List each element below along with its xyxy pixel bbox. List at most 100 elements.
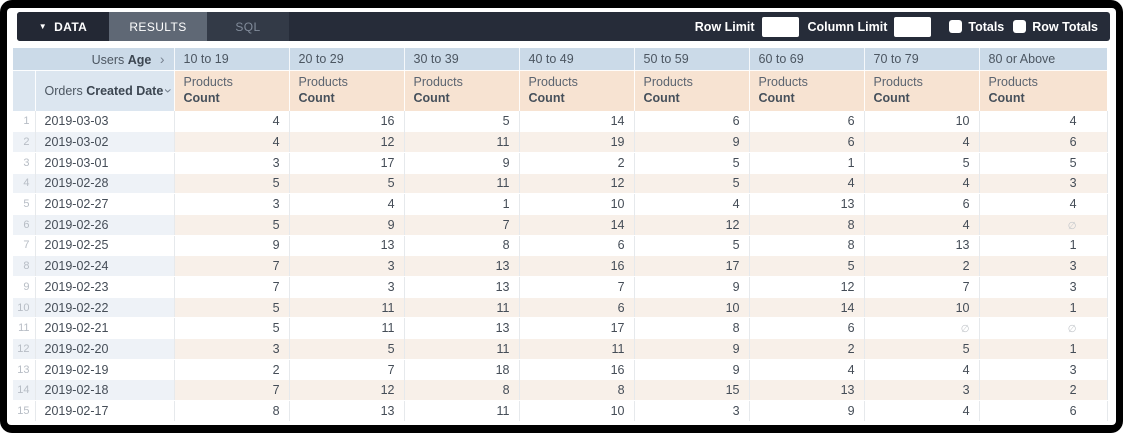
pivot-value-header[interactable]: 60 to 69	[749, 48, 865, 71]
measure-header[interactable]: Products Count	[864, 70, 980, 111]
totals-checkbox[interactable]	[949, 20, 963, 33]
measure-header[interactable]: Products Count	[174, 70, 290, 111]
measure-header[interactable]: Products Count	[749, 70, 865, 111]
value-cell[interactable]: 11	[289, 317, 405, 339]
measure-header[interactable]: Products Count	[979, 70, 1108, 111]
value-cell[interactable]: 12	[634, 213, 750, 236]
value-cell[interactable]: ∅	[979, 213, 1108, 236]
value-cell[interactable]: 6	[749, 111, 865, 132]
value-cell[interactable]: 3	[174, 152, 290, 174]
value-cell[interactable]: 9	[634, 131, 750, 153]
date-cell[interactable]: 2019-02-24	[35, 255, 175, 277]
value-cell[interactable]: 12	[289, 379, 405, 402]
value-cell[interactable]: 5	[749, 255, 865, 277]
value-cell[interactable]: 5	[864, 152, 980, 174]
value-cell[interactable]: 7	[174, 255, 290, 277]
value-cell[interactable]: 11	[289, 296, 405, 319]
value-cell[interactable]: 4	[634, 193, 750, 215]
value-cell[interactable]: 19	[519, 131, 635, 153]
date-cell[interactable]: 2019-03-02	[35, 131, 175, 153]
value-cell[interactable]: 8	[174, 400, 290, 422]
value-cell[interactable]: 13	[404, 255, 520, 277]
value-cell[interactable]: 4	[864, 172, 980, 195]
value-cell[interactable]: 9	[634, 338, 750, 360]
value-cell[interactable]: 8	[519, 379, 635, 402]
value-cell[interactable]: 3	[979, 359, 1108, 380]
value-cell[interactable]: 3	[979, 172, 1108, 195]
measure-header[interactable]: Products Count	[519, 70, 635, 111]
date-cell[interactable]: 2019-02-27	[35, 193, 175, 215]
value-cell[interactable]: 6	[864, 193, 980, 215]
value-cell[interactable]: 4	[174, 131, 290, 153]
value-cell[interactable]: 7	[174, 379, 290, 402]
value-cell[interactable]: 13	[289, 400, 405, 422]
value-cell[interactable]: 13	[749, 193, 865, 215]
value-cell[interactable]: ∅	[864, 317, 980, 339]
value-cell[interactable]: 12	[519, 172, 635, 195]
value-cell[interactable]: 11	[404, 131, 520, 153]
value-cell[interactable]: 8	[749, 235, 865, 256]
value-cell[interactable]: 2	[979, 379, 1108, 402]
value-cell[interactable]: 4	[979, 111, 1108, 132]
measure-header[interactable]: Products Count	[289, 70, 405, 111]
row-limit-input[interactable]	[761, 16, 799, 37]
value-cell[interactable]: 10	[864, 111, 980, 132]
value-cell[interactable]: 5	[174, 296, 290, 319]
value-cell[interactable]: 6	[634, 111, 750, 132]
date-cell[interactable]: 2019-02-26	[35, 213, 175, 236]
value-cell[interactable]: 11	[404, 400, 520, 422]
value-cell[interactable]: 17	[634, 255, 750, 277]
value-cell[interactable]: 6	[519, 235, 635, 256]
value-cell[interactable]: 10	[519, 400, 635, 422]
value-cell[interactable]: ∅	[979, 317, 1108, 339]
value-cell[interactable]: 9	[749, 400, 865, 422]
value-cell[interactable]: 7	[519, 276, 635, 298]
measure-header[interactable]: Products Count	[404, 70, 520, 111]
value-cell[interactable]: 5	[289, 338, 405, 360]
value-cell[interactable]: 4	[174, 111, 290, 132]
value-cell[interactable]: 3	[174, 193, 290, 215]
pivot-value-header[interactable]: 50 to 59	[634, 48, 750, 71]
tab-sql[interactable]: SQL	[207, 12, 289, 41]
tab-data[interactable]: ▼ DATA	[17, 12, 109, 41]
value-cell[interactable]: 5	[174, 317, 290, 339]
date-cell[interactable]: 2019-02-19	[35, 359, 175, 380]
value-cell[interactable]: 2	[174, 359, 290, 380]
value-cell[interactable]: 4	[749, 172, 865, 195]
date-cell[interactable]: 2019-02-22	[35, 296, 175, 319]
pivot-value-header[interactable]: 30 to 39	[404, 48, 520, 71]
value-cell[interactable]: 8	[404, 379, 520, 402]
value-cell[interactable]: 4	[979, 193, 1108, 215]
value-cell[interactable]: 7	[404, 213, 520, 236]
value-cell[interactable]: 13	[864, 235, 980, 256]
value-cell[interactable]: 11	[519, 338, 635, 360]
value-cell[interactable]: 10	[864, 296, 980, 319]
value-cell[interactable]: 3	[634, 400, 750, 422]
value-cell[interactable]: 5	[404, 111, 520, 132]
value-cell[interactable]: 5	[634, 235, 750, 256]
value-cell[interactable]: 6	[979, 131, 1108, 153]
value-cell[interactable]: 16	[519, 359, 635, 380]
date-cell[interactable]: 2019-02-23	[35, 276, 175, 298]
value-cell[interactable]: 13	[404, 317, 520, 339]
value-cell[interactable]: 5	[634, 152, 750, 174]
value-cell[interactable]: 3	[864, 379, 980, 402]
measure-header[interactable]: Products Count	[634, 70, 750, 111]
value-cell[interactable]: 5	[634, 172, 750, 195]
value-cell[interactable]: 13	[289, 235, 405, 256]
value-cell[interactable]: 10	[519, 193, 635, 215]
value-cell[interactable]: 7	[864, 276, 980, 298]
value-cell[interactable]: 8	[749, 213, 865, 236]
value-cell[interactable]: 3	[979, 276, 1108, 298]
date-cell[interactable]: 2019-03-03	[35, 111, 175, 132]
value-cell[interactable]: 4	[289, 193, 405, 215]
value-cell[interactable]: 16	[289, 111, 405, 132]
date-cell[interactable]: 2019-03-01	[35, 152, 175, 174]
value-cell[interactable]: 12	[289, 131, 405, 153]
value-cell[interactable]: 4	[749, 359, 865, 380]
value-cell[interactable]: 5	[174, 172, 290, 195]
value-cell[interactable]: 5	[174, 213, 290, 236]
value-cell[interactable]: 9	[289, 213, 405, 236]
tab-results[interactable]: RESULTS	[109, 12, 207, 41]
value-cell[interactable]: 17	[519, 317, 635, 339]
